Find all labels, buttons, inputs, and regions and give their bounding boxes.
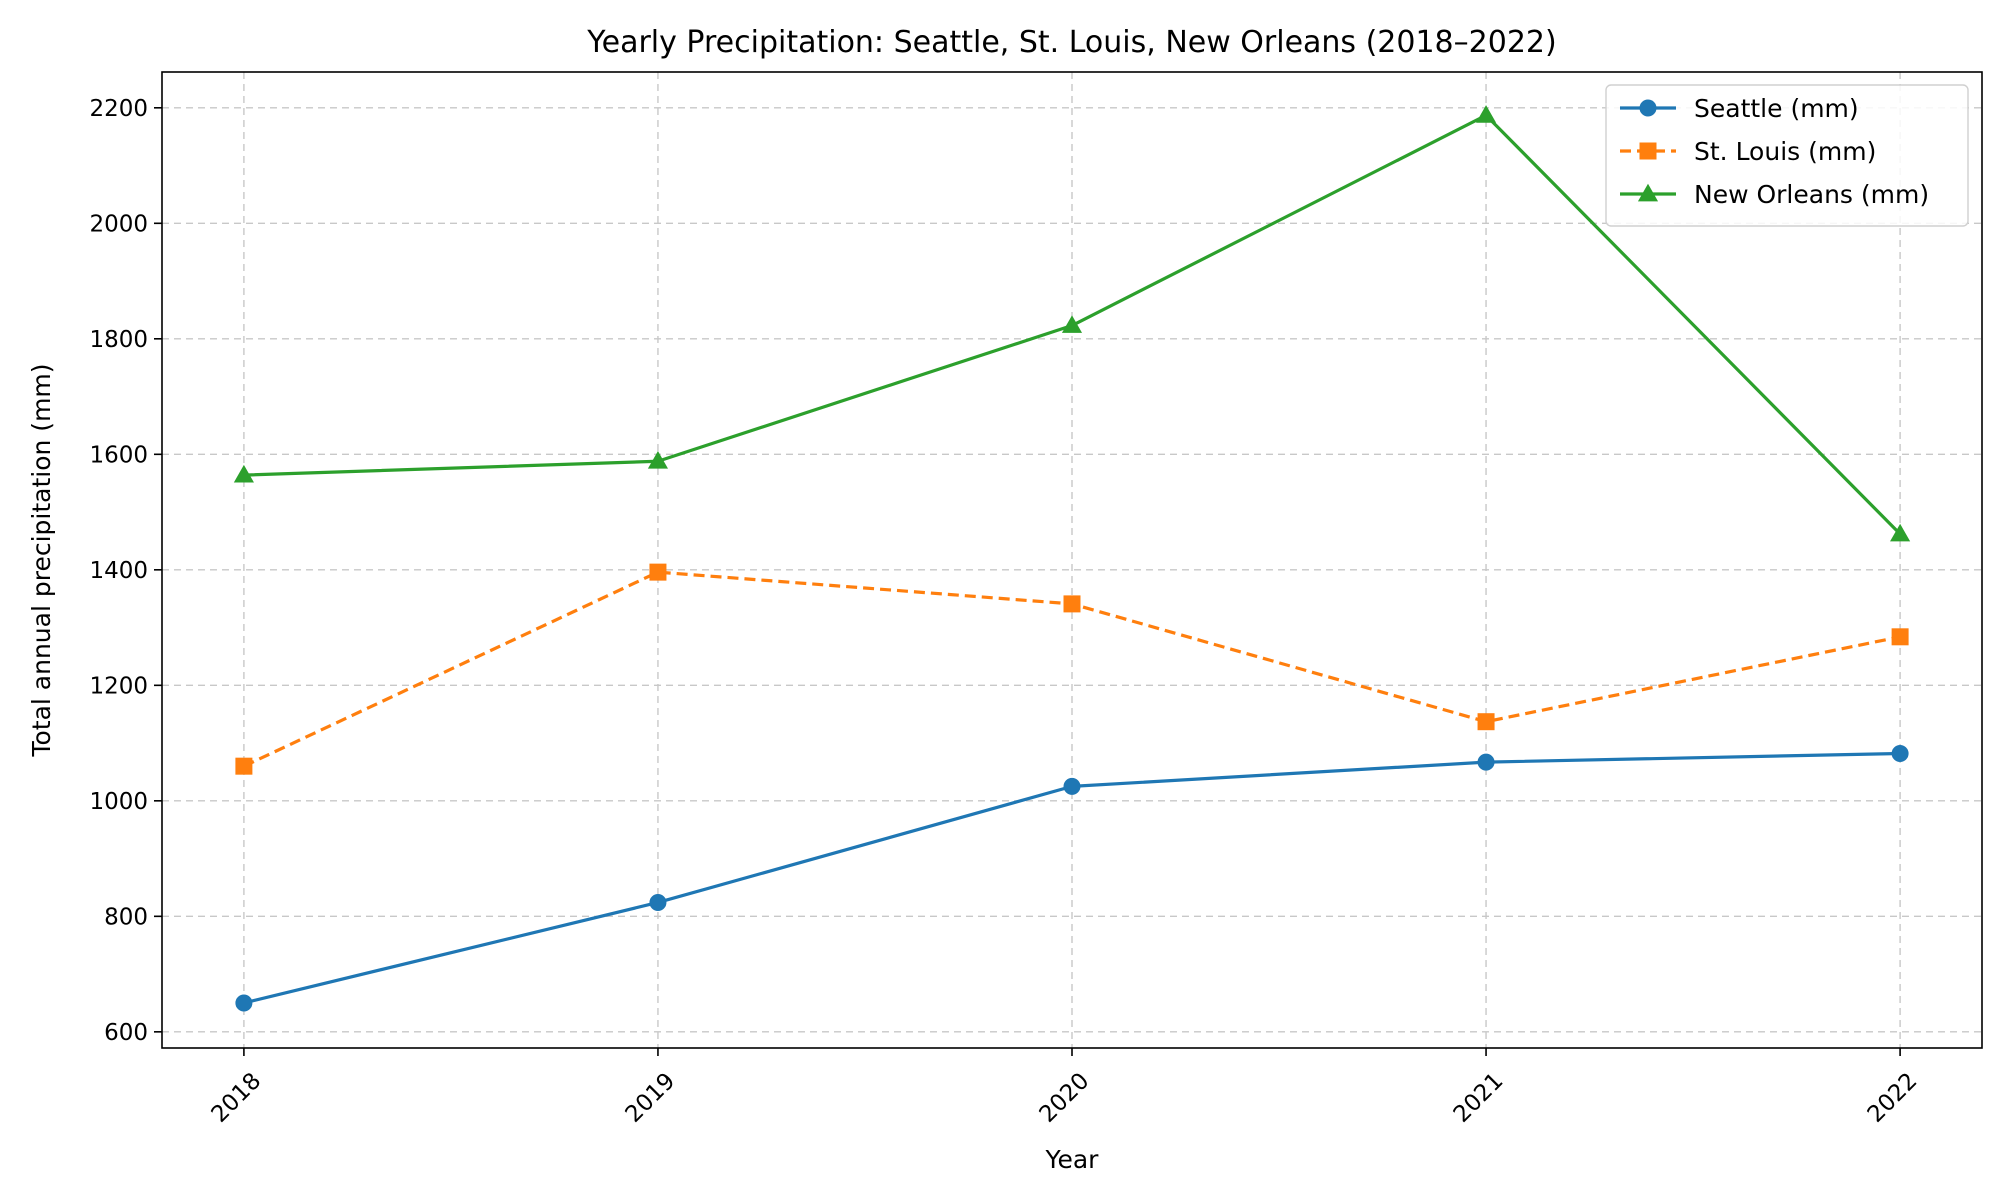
y-tick-label: 2000 bbox=[89, 211, 148, 237]
y-tick-label: 1800 bbox=[89, 327, 148, 353]
data-point bbox=[1063, 777, 1081, 795]
chart-title: Yearly Precipitation: Seattle, St. Louis… bbox=[586, 25, 1556, 60]
data-point bbox=[1890, 523, 1911, 542]
y-tick-label: 800 bbox=[104, 904, 148, 930]
data-point bbox=[647, 451, 669, 469]
data-point bbox=[1477, 753, 1495, 771]
legend: Seattle (mm) St. Louis (mm) New Orleans (m… bbox=[1605, 84, 1969, 227]
data-point bbox=[1891, 744, 1909, 762]
x-tick-label: 2018 bbox=[207, 1068, 267, 1128]
legend-label: New Orleans (mm) bbox=[1694, 180, 1929, 209]
legend-box bbox=[1605, 84, 1969, 227]
series-st-louis-mm bbox=[235, 563, 1909, 775]
legend-marker bbox=[1637, 183, 1659, 202]
data-point bbox=[235, 994, 253, 1012]
y-tick-label: 600 bbox=[104, 1020, 148, 1046]
y-tick-label: 1600 bbox=[89, 442, 148, 468]
legend-marker bbox=[1639, 99, 1657, 117]
data-point bbox=[1063, 595, 1081, 613]
legend-label: Seattle (mm) bbox=[1694, 94, 1859, 123]
data-point bbox=[649, 563, 667, 581]
x-tick-label: 2021 bbox=[1449, 1068, 1509, 1128]
legend-marker bbox=[1639, 142, 1657, 160]
data-point bbox=[1477, 713, 1495, 731]
legend-label: St. Louis (mm) bbox=[1694, 137, 1876, 166]
series-lines bbox=[233, 105, 1911, 1012]
data-point bbox=[1475, 105, 1497, 123]
data-point bbox=[1891, 628, 1909, 646]
y-axis-label: Total annual precipitation (mm) bbox=[27, 363, 56, 757]
series-new-orleans-mm bbox=[233, 105, 1911, 542]
data-point bbox=[233, 464, 254, 483]
x-tick-label: 2020 bbox=[1035, 1068, 1095, 1128]
y-tick-label: 1400 bbox=[89, 558, 148, 584]
data-point bbox=[235, 757, 253, 775]
x-tick-label: 2019 bbox=[621, 1068, 681, 1128]
data-point bbox=[1061, 315, 1083, 333]
y-tick-label: 1200 bbox=[89, 673, 148, 699]
data-point bbox=[649, 893, 667, 911]
series-seattle-mm bbox=[235, 744, 1909, 1012]
y-tick-label: 1000 bbox=[89, 789, 148, 815]
x-axis-label: Year bbox=[1045, 1145, 1100, 1174]
x-tick-label: 2022 bbox=[1863, 1068, 1923, 1128]
y-tick-label: 2200 bbox=[89, 96, 148, 122]
